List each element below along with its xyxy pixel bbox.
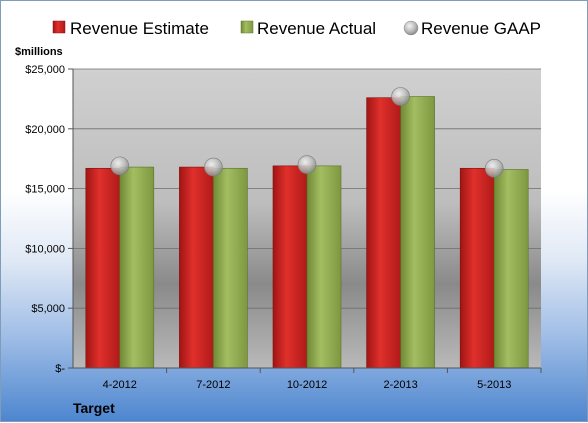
bars [85,96,529,369]
y-tick-label: $15,000 [25,184,65,196]
legend-swatch-estimate [52,20,66,34]
gaap-markers [110,87,504,178]
legend-marker-gaap [403,20,419,36]
x-tick-label: 2-2013 [383,379,417,391]
marker-revenue-gaap [297,155,317,174]
bar-revenue-actual [400,96,435,369]
y-tick-label: $10,000 [25,243,65,255]
y-tick-label: $5,000 [31,303,65,315]
unit-label: $millions [15,46,63,58]
bar-revenue-actual [119,166,155,369]
bar-revenue-actual [306,165,342,369]
legend-label-gaap: Revenue GAAP [421,19,541,38]
marker-revenue-gaap [204,157,223,177]
y-tick-label: $- [55,363,65,375]
legend-label-actual: Revenue Actual [257,19,376,38]
legend-swatch-actual [240,20,254,34]
marker-revenue-gaap [110,156,130,176]
bar-revenue-actual [213,167,248,369]
x-tick-label: 10-2012 [287,379,327,391]
bar-revenue-estimate [366,97,401,369]
bar-revenue-estimate [85,167,121,369]
x-tick-label: 5-2013 [477,379,511,391]
company-label: Target [73,400,115,416]
axes: $- $5,000 $10,000 $15,000 $20,000 $25,000 4-20… [25,64,542,391]
x-tick-label: 7-2012 [196,379,230,391]
bar-revenue-actual [493,169,529,369]
x-tick-label: 4-2012 [103,379,137,391]
y-tick-label: $20,000 [25,124,65,136]
legend-label-estimate: Revenue Estimate [70,19,209,38]
marker-revenue-gaap [391,87,410,106]
legend: Revenue Estimate Revenue Actual Revenue … [52,19,541,38]
bar-revenue-estimate [179,166,214,369]
marker-revenue-gaap [484,158,504,178]
y-tick-label: $25,000 [25,64,65,76]
bar-revenue-estimate [459,167,495,369]
bar-revenue-estimate [272,165,308,369]
